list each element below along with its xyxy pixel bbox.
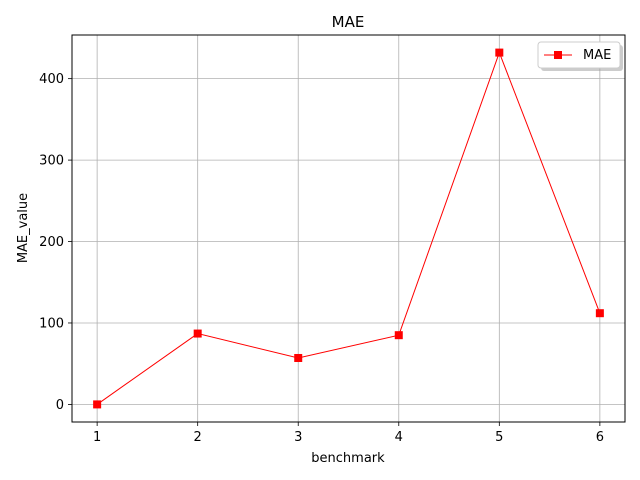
axes xyxy=(71,34,626,423)
series-layer xyxy=(93,48,604,409)
data-point-marker xyxy=(93,400,102,409)
y-tick-label: 100 xyxy=(39,316,64,331)
x-axis-label: benchmark xyxy=(311,451,385,466)
legend: MAE xyxy=(537,41,623,71)
x-tick-label: 6 xyxy=(596,430,604,445)
legend-box xyxy=(537,41,621,69)
y-tick-label: 300 xyxy=(39,154,64,169)
y-tick-label: 200 xyxy=(39,235,64,250)
x-ticks: 1 2 3 4 5 6 xyxy=(93,422,604,445)
data-point-marker xyxy=(294,353,303,362)
series-line xyxy=(96,51,601,405)
x-tick-label: 5 xyxy=(495,430,503,445)
y-tick-label: 0 xyxy=(56,398,64,413)
data-point-marker xyxy=(495,48,504,57)
x-tick-label: 1 xyxy=(93,430,101,445)
y-tick-label: 400 xyxy=(39,72,64,87)
grid xyxy=(72,35,625,422)
legend-marker xyxy=(554,51,562,59)
x-tick-label: 2 xyxy=(194,430,202,445)
data-point-marker xyxy=(394,331,403,340)
data-point-marker xyxy=(193,329,202,338)
x-tick-label: 4 xyxy=(395,430,403,445)
x-tick-label: 3 xyxy=(294,430,302,445)
legend-label: MAE xyxy=(583,48,611,63)
data-point-marker xyxy=(595,309,604,318)
chart-title: MAE xyxy=(332,13,365,31)
y-axis-label: MAE_value xyxy=(16,193,31,263)
y-ticks: 0 100 200 300 400 xyxy=(39,72,72,413)
plot-frame xyxy=(71,34,626,423)
